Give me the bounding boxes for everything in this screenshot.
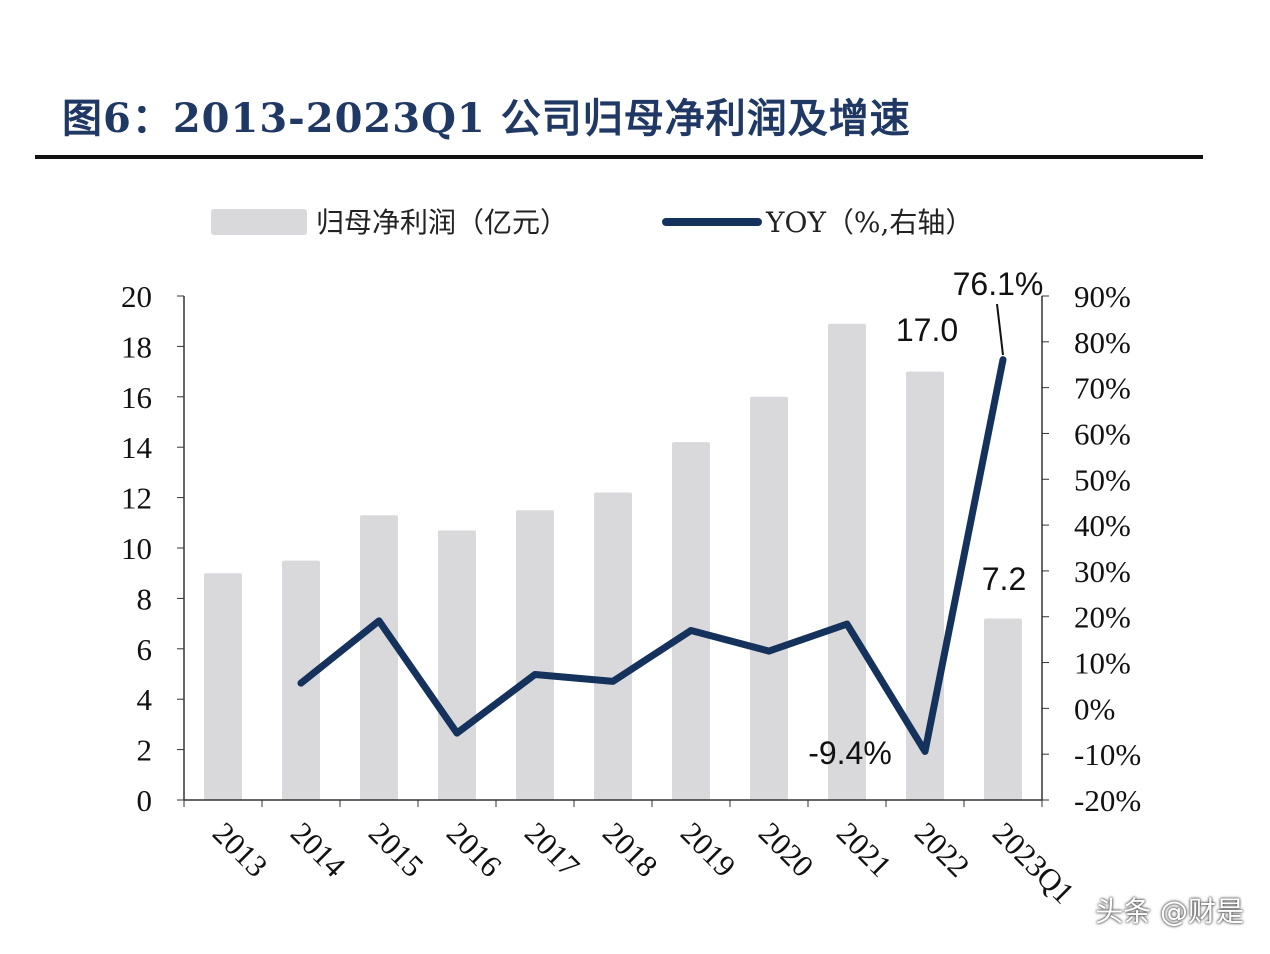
right-tick-label: 20% [1074,600,1131,635]
x-tick-label: 2020 [752,815,821,884]
watermark: 头条 @财是 [1095,895,1244,928]
x-tick-label: 2023Q1 [986,815,1081,910]
bar-2019 [672,442,710,800]
left-tick-label: 14 [121,430,153,465]
left-tick-label: 2 [137,733,153,768]
data-label-2023q1-yoy: 76.1% [953,266,1044,302]
left-tick-label: 12 [121,481,152,516]
x-tick-label: 2018 [596,815,665,884]
x-tick-label: 2019 [674,815,743,884]
legend-bar-label: 归母净利润（亿元） [316,206,568,239]
data-label-2022-yoy: -9.4% [808,735,892,771]
left-tick-label: 20 [121,279,152,314]
left-tick-label: 6 [137,632,153,667]
data-label-2022-bar: 17.0 [896,312,958,348]
yoy-line [297,356,1007,755]
right-tick-label: -10% [1074,737,1141,772]
leader-line [996,303,1004,356]
bar-2016 [438,530,476,800]
right-tick-label: -20% [1074,783,1141,818]
right-tick-label: 90% [1074,279,1131,314]
right-tick-label: 0% [1074,691,1115,726]
x-tick-label: 2022 [908,815,977,884]
bar-2015 [360,515,398,800]
data-label-2023q1-bar: 7.2 [982,561,1026,597]
legend-bar-swatch [211,209,307,235]
x-tick-label: 2017 [518,815,587,884]
right-tick-label: 80% [1074,325,1131,360]
x-tick-label: 2021 [830,815,899,884]
left-tick-label: 4 [137,682,153,717]
legend-line-label: YOY（%,右轴） [765,206,973,239]
title-rule [35,155,1203,159]
bar-2023Q1 [984,618,1022,800]
bar-2013 [204,573,242,800]
right-tick-label: 40% [1074,508,1131,543]
right-tick-label: 60% [1074,416,1131,451]
bar-2017 [516,510,554,800]
x-tick-label: 2016 [440,815,509,884]
right-tick-label: 50% [1074,462,1131,497]
x-tick-label: 2015 [362,815,431,884]
bar-2018 [594,492,632,800]
right-tick-label: 30% [1074,554,1131,589]
right-tick-label: 10% [1074,646,1131,681]
left-tick-label: 18 [121,329,152,364]
left-tick-label: 10 [121,531,152,566]
right-tick-label: 70% [1074,371,1131,406]
left-tick-label: 8 [137,581,153,616]
left-tick-label: 0 [137,783,153,818]
left-tick-label: 16 [121,380,152,415]
x-tick-label: 2013 [206,815,275,884]
x-tick-label: 2014 [284,815,353,884]
chart-title: 图6：2013-2023Q1 公司归母净利润及增速 [62,95,911,142]
bar-2021 [828,323,866,800]
bar-2020 [750,396,788,800]
